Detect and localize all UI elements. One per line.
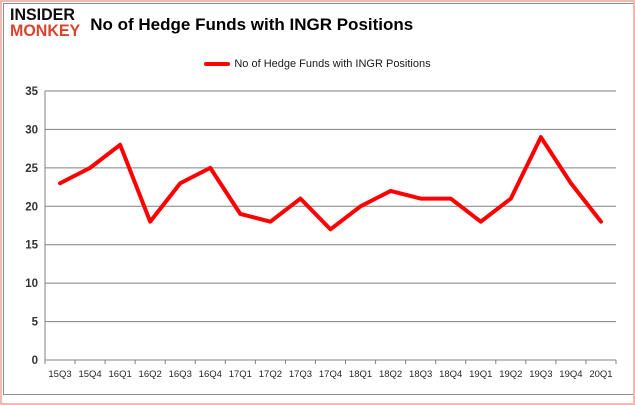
- legend-line-swatch: [204, 62, 231, 66]
- x-tick-label: 19Q3: [529, 369, 552, 380]
- y-tick-label: 25: [25, 163, 38, 175]
- x-tick-label: 18Q3: [409, 369, 432, 380]
- x-tick-label: 16Q4: [199, 369, 222, 380]
- y-tick-label: 5: [32, 317, 39, 329]
- chart-frame: [3, 3, 633, 395]
- y-tick-label: 20: [25, 201, 38, 213]
- y-tick-label: 30: [25, 124, 38, 136]
- y-tick-label: 35: [25, 86, 38, 98]
- x-tick-label: 17Q1: [229, 369, 252, 380]
- logo-line-monkey: MONKEY: [10, 22, 81, 41]
- x-tick-label: 15Q3: [48, 369, 71, 380]
- x-tick-label: 19Q1: [469, 369, 492, 380]
- y-tick-label: 0: [32, 355, 38, 367]
- x-tick-label: 19Q2: [499, 369, 522, 380]
- data-line: [58, 135, 603, 232]
- x-tick-label: 20Q1: [589, 369, 612, 380]
- x-tick-label: 16Q1: [109, 369, 132, 380]
- x-tick-label: 18Q4: [439, 369, 462, 380]
- x-tick-label: 16Q2: [139, 369, 162, 380]
- chart-header: INSIDER MONKEY No of Hedge Funds with IN…: [10, 6, 414, 41]
- x-tick-label: 19Q4: [559, 369, 582, 380]
- x-tick-label: 18Q2: [379, 369, 402, 380]
- x-tick-label: 15Q4: [78, 369, 101, 380]
- y-tick-label: 10: [25, 278, 38, 290]
- y-tick-label: 15: [25, 240, 38, 252]
- x-tick-label: 17Q3: [289, 369, 312, 380]
- chart-title: No of Hedge Funds with INGR Positions: [90, 15, 414, 34]
- x-tick-label: 17Q4: [319, 369, 342, 380]
- legend: No of Hedge Funds with INGR Positions: [2, 58, 633, 70]
- insider-monkey-logo: INSIDER MONKEY: [10, 6, 81, 41]
- logo-line-insider: INSIDER: [10, 6, 75, 25]
- x-tick-label: 17Q2: [259, 369, 282, 380]
- x-tick-label: 16Q3: [169, 369, 192, 380]
- x-tick-label: 18Q1: [349, 369, 372, 380]
- legend-label: No of Hedge Funds with INGR Positions: [234, 58, 431, 70]
